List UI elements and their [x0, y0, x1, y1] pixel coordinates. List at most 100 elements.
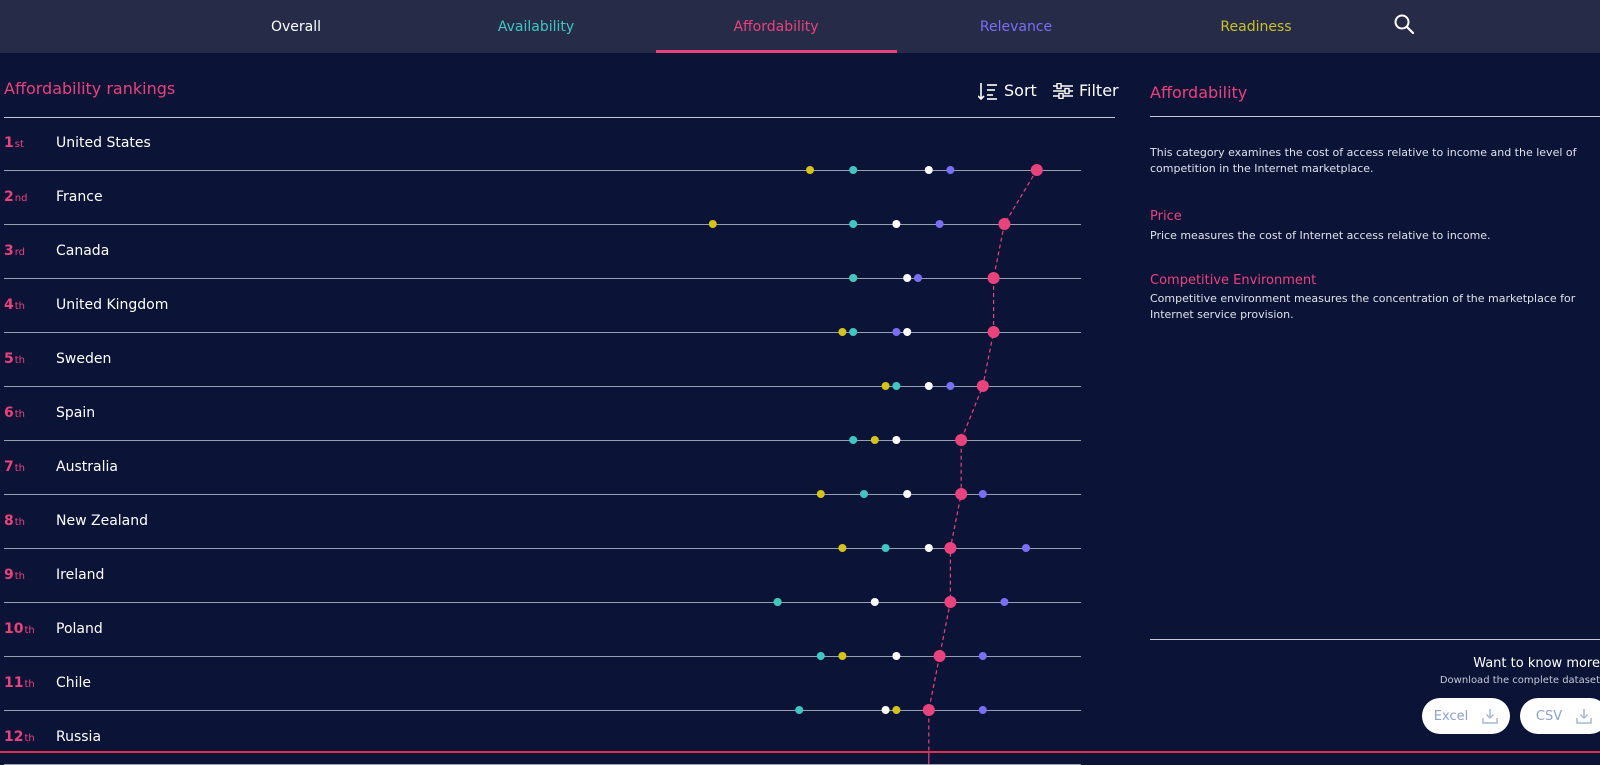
relevance-score-dot[interactable]	[946, 382, 955, 390]
overall-score-dot[interactable]	[903, 274, 912, 282]
header-divider	[4, 117, 1115, 118]
filter-button[interactable]: Filter	[1053, 81, 1119, 100]
relevance-score-dot[interactable]	[914, 274, 922, 282]
sort-button[interactable]: Sort	[978, 81, 1037, 100]
readiness-score-dot[interactable]	[838, 328, 847, 336]
readiness-score-dot[interactable]	[881, 382, 890, 390]
rank-number: 1st	[4, 135, 24, 151]
ranking-row[interactable]: 6th Spain	[0, 387, 1116, 441]
affordability-score-dot[interactable]	[944, 542, 957, 554]
ranking-row[interactable]: 8th New Zealand	[0, 495, 1116, 549]
country-name: Poland	[56, 621, 103, 637]
relevance-score-dot[interactable]	[1022, 544, 1030, 552]
info-panel: Affordability This category examines the…	[1150, 53, 1600, 753]
excel-download-button[interactable]: Excel	[1422, 698, 1510, 734]
rank-number: 4th	[4, 297, 26, 313]
country-name: Chile	[56, 675, 92, 691]
readiness-score-dot[interactable]	[806, 166, 814, 174]
country-name: United States	[56, 135, 151, 151]
overall-score-dot[interactable]	[881, 706, 890, 714]
overall-score-dot[interactable]	[892, 652, 901, 660]
readiness-score-dot[interactable]	[816, 490, 825, 498]
overall-score-dot[interactable]	[892, 220, 901, 228]
affordability-score-dot[interactable]	[976, 380, 989, 392]
affordability-score-dot[interactable]	[987, 326, 1000, 338]
ranking-row[interactable]: 9th Ireland	[0, 549, 1116, 603]
overall-score-dot[interactable]	[924, 382, 933, 390]
csv-label: CSV	[1535, 708, 1563, 724]
relevance-score-dot[interactable]	[1000, 598, 1009, 606]
availability-score-dot[interactable]	[816, 652, 825, 660]
search-icon[interactable]	[1393, 13, 1415, 35]
row-axis-line	[4, 656, 1081, 657]
ranking-row[interactable]: 1st United States	[0, 117, 1116, 171]
affordability-score-dot[interactable]	[944, 596, 957, 608]
affordability-score-dot[interactable]	[955, 434, 968, 446]
overall-score-dot[interactable]	[903, 328, 912, 336]
active-tab-indicator	[656, 50, 897, 53]
tab-overall-label: Overall	[270, 18, 322, 35]
tab-availability[interactable]: Availability	[416, 0, 656, 53]
readiness-score-dot[interactable]	[838, 544, 847, 552]
affordability-score-dot[interactable]	[987, 272, 1000, 284]
affordability-score-dot[interactable]	[922, 704, 935, 716]
affordability-score-dot[interactable]	[1030, 164, 1043, 176]
relevance-score-dot[interactable]	[978, 706, 987, 714]
tab-readiness[interactable]: Readiness	[1136, 0, 1376, 53]
price-description: Price measures the cost of Internet acce…	[1150, 229, 1491, 242]
relevance-score-dot[interactable]	[892, 328, 901, 336]
ranking-row[interactable]: 3rd Canada	[0, 225, 1116, 279]
availability-score-dot[interactable]	[849, 436, 858, 444]
availability-score-dot[interactable]	[849, 220, 858, 228]
country-name: Canada	[56, 243, 110, 259]
tab-overall[interactable]: Overall	[176, 0, 416, 53]
csv-download-button[interactable]: CSV	[1520, 698, 1600, 734]
availability-score-dot[interactable]	[881, 544, 890, 552]
overall-score-dot[interactable]	[870, 598, 879, 606]
ranking-row[interactable]: 2nd France	[0, 171, 1116, 225]
availability-score-dot[interactable]	[892, 382, 901, 390]
info-title: Affordability	[1150, 83, 1248, 102]
readiness-score-dot[interactable]	[892, 706, 901, 714]
ranking-row[interactable]: 5th Sweden	[0, 333, 1116, 387]
relevance-score-dot[interactable]	[935, 220, 944, 228]
row-axis-line	[4, 386, 1081, 387]
tab-affordability-label: Affordability	[733, 18, 819, 35]
readiness-score-dot[interactable]	[838, 652, 847, 660]
bottom-accent-bar	[0, 751, 1600, 753]
availability-score-dot[interactable]	[849, 166, 858, 174]
relevance-score-dot[interactable]	[946, 166, 955, 174]
affordability-score-dot[interactable]	[998, 218, 1011, 230]
ranking-row[interactable]: 4th United Kingdom	[0, 279, 1116, 333]
score-dot-plot	[708, 164, 1043, 764]
overall-score-dot[interactable]	[892, 436, 901, 444]
overall-score-dot[interactable]	[924, 544, 933, 552]
readiness-score-dot[interactable]	[870, 436, 879, 444]
country-name: Russia	[56, 729, 102, 745]
rank-number: 6th	[4, 405, 26, 421]
availability-score-dot[interactable]	[795, 706, 804, 714]
availability-score-dot[interactable]	[849, 274, 858, 282]
ranking-row[interactable]: 7th Australia	[0, 441, 1116, 495]
relevance-score-dot[interactable]	[978, 652, 987, 660]
row-axis-line	[4, 494, 1081, 495]
info-description: This category examines the cost of acces…	[1150, 146, 1577, 175]
affordability-score-dot[interactable]	[955, 488, 968, 500]
tab-relevance[interactable]: Relevance	[896, 0, 1136, 53]
overall-score-dot[interactable]	[903, 490, 912, 498]
filter-icon	[1053, 82, 1073, 99]
tab-availability-label: Availability	[497, 18, 575, 35]
relevance-score-dot[interactable]	[978, 490, 987, 498]
rank-number: 9th	[4, 567, 26, 583]
ranking-row[interactable]: 10th Poland	[0, 603, 1116, 657]
availability-score-dot[interactable]	[849, 328, 858, 336]
ranking-row[interactable]: 11th Chile	[0, 657, 1116, 711]
tab-affordability[interactable]: Affordability	[656, 0, 896, 53]
rankings-title: Affordability rankings	[4, 79, 176, 98]
row-axis-line	[4, 710, 1081, 711]
affordability-score-dot[interactable]	[933, 650, 946, 662]
availability-score-dot[interactable]	[860, 490, 868, 498]
readiness-score-dot[interactable]	[708, 220, 717, 228]
availability-score-dot[interactable]	[773, 598, 782, 606]
overall-score-dot[interactable]	[924, 166, 933, 174]
